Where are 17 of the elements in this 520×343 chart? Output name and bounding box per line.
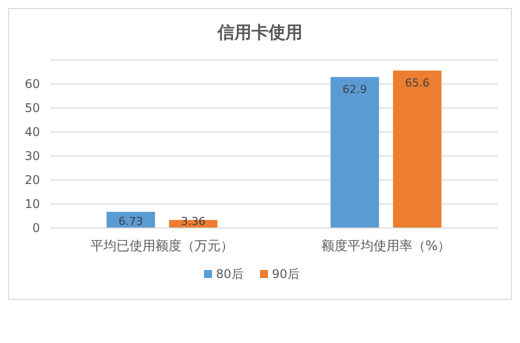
y-tick-label: 50 [24,101,40,115]
y-tick-label: 0 [32,221,40,235]
x-tick-label: 额度平均使用率（%） [321,238,451,254]
legend-label: 80后 [216,267,244,281]
data-label: 65.6 [404,76,430,90]
data-label: 62.9 [342,83,368,96]
y-tick-label: 40 [24,125,40,139]
chart-title: 信用卡使用 [216,23,302,43]
y-tick-label: 10 [24,197,40,211]
x-tick-label: 平均已使用额度（万元） [90,238,234,254]
y-tick-label: 20 [24,173,40,187]
y-tick-label: 60 [24,77,40,91]
y-tick-label: 30 [24,149,40,163]
bar [393,70,442,228]
data-label: 6.73 [118,215,144,228]
legend-label: 90后 [272,267,300,281]
bar [330,77,379,228]
